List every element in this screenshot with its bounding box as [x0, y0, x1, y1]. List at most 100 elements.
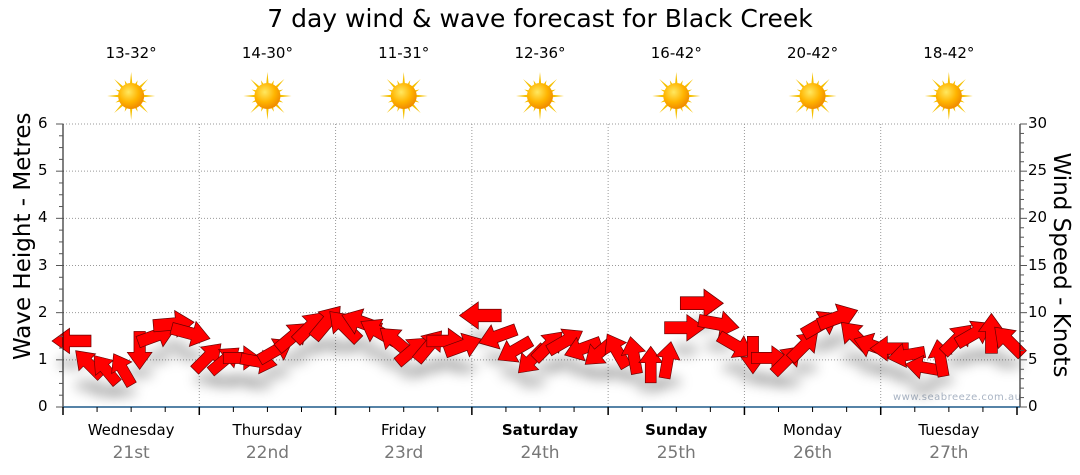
wind-arrow — [697, 310, 740, 339]
sun-disc — [118, 83, 145, 109]
sun-disc — [935, 83, 962, 109]
sun-ray — [386, 102, 397, 113]
wind-arrow — [111, 353, 137, 388]
arrow-shadow — [892, 371, 921, 384]
sun-ray — [550, 94, 564, 98]
y-tick-label-left: 6 — [38, 114, 48, 132]
wind-arrow — [977, 312, 1006, 354]
sun-ray — [402, 72, 406, 86]
wind-arrow — [664, 313, 706, 342]
sun-ray — [795, 102, 806, 113]
sun-ray — [823, 94, 837, 98]
y-tick-label-right: 5 — [1028, 349, 1038, 368]
sun-disc — [254, 83, 281, 109]
sun-disc — [390, 83, 417, 109]
wind-arrow — [442, 332, 482, 359]
sun-ray — [266, 106, 269, 120]
sun-ray — [819, 102, 830, 113]
day-date-label: 23rd — [384, 443, 424, 463]
wind-arrow — [620, 336, 647, 375]
y-tick-label-left: 2 — [38, 302, 48, 321]
wind-arrow — [458, 301, 502, 330]
sun-ray — [250, 102, 261, 113]
sun-ray — [523, 102, 534, 113]
sun-ray — [652, 94, 666, 98]
arrow-shadow — [653, 375, 682, 388]
sun-ray — [819, 79, 830, 90]
y-tick-label-left: 0 — [38, 397, 48, 415]
sun-ray — [114, 79, 125, 90]
arrow-shadow — [619, 371, 648, 384]
arrow-shadow — [994, 356, 1023, 369]
day-temp-label: 14-30° — [241, 44, 293, 62]
day-date-label: 26th — [793, 443, 833, 463]
day-date-label: 22nd — [245, 443, 290, 463]
sun-ray — [947, 72, 951, 86]
arrow-shadow — [977, 349, 1006, 362]
arrow-shadow — [551, 356, 580, 369]
y-tick-label-left: 5 — [38, 161, 48, 180]
sun-ray — [402, 106, 406, 120]
day-date-label: 25th — [656, 443, 696, 463]
sun-ray — [924, 94, 938, 98]
sun-ray — [516, 94, 530, 98]
arrow-shadow — [261, 366, 290, 379]
sun-ray — [811, 72, 814, 86]
arrow-shadow — [364, 347, 393, 360]
sun-icon — [107, 72, 156, 120]
wind-arrow — [994, 326, 1027, 360]
sun-icon — [516, 72, 564, 120]
wind-arrow — [655, 341, 681, 380]
y-tick-label-right: 25 — [1028, 161, 1048, 180]
day-date-label: 21st — [112, 443, 150, 463]
sun-ray — [674, 106, 678, 120]
sun-ray — [107, 94, 121, 98]
sun-disc — [527, 83, 553, 109]
wind-arrow — [564, 336, 603, 362]
sun-ray — [414, 94, 428, 98]
day-temp-label: 20-42° — [787, 44, 839, 62]
sun-icon — [243, 72, 292, 120]
wind-arrow — [785, 331, 819, 364]
day-day-label: Wednesday — [87, 421, 175, 439]
wind-arrow — [869, 335, 909, 362]
sun-ray — [687, 94, 701, 98]
day-day-label: Sunday — [645, 421, 708, 439]
wind-arrow — [190, 343, 222, 375]
arrow-shadow — [176, 349, 205, 362]
y-tick-label-left: 1 — [38, 349, 48, 368]
sun-ray — [683, 79, 694, 90]
sun-ray — [129, 72, 133, 86]
sun-ray — [955, 102, 966, 113]
sun-ray — [243, 94, 257, 98]
wind-arrow — [679, 288, 724, 318]
sun-icon — [379, 72, 428, 120]
y-tick-label-right: 20 — [1028, 208, 1048, 227]
arrow-shadow — [108, 385, 137, 398]
y-tick-label-right: 0 — [1028, 397, 1038, 415]
sun-ray — [250, 79, 261, 90]
day-temp-label: 18-42° — [923, 44, 975, 62]
sun-ray — [137, 79, 149, 90]
arrow-shadow — [841, 352, 870, 365]
arrow-shadow — [926, 373, 955, 386]
sun-ray — [947, 106, 951, 120]
day-day-label: Saturday — [501, 421, 579, 439]
wind-arrow — [169, 320, 211, 347]
wind-arrow — [51, 327, 92, 355]
day-date-label: 27th — [929, 443, 969, 463]
sun-ray — [142, 94, 156, 98]
y-tick-label-right: 15 — [1028, 255, 1048, 274]
sun-ray — [795, 79, 806, 90]
y-tick-label-left: 4 — [38, 208, 48, 227]
sun-ray — [410, 79, 421, 90]
day-day-label: Monday — [782, 421, 843, 439]
sun-ray — [266, 72, 269, 86]
sun-ray — [137, 102, 149, 113]
day-temp-label: 11-31° — [378, 44, 430, 62]
sun-ray — [129, 106, 133, 120]
sun-ray — [379, 94, 393, 98]
wind-arrow — [478, 323, 519, 350]
sun-ray — [955, 79, 966, 90]
